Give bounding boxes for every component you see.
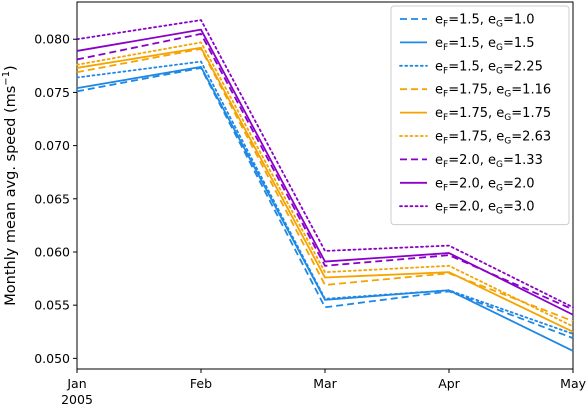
y-tick-label: 0.060 <box>34 244 70 259</box>
legend-label: eF=1.75, eG=2.63 <box>435 130 551 147</box>
y-axis-title-close: ) <box>3 65 19 71</box>
x-axis-year-label: 2005 <box>61 392 93 407</box>
x-axis-ticks: Jan Feb Mar Apr May <box>66 369 587 391</box>
series-layer <box>76 19 574 352</box>
legend-box <box>390 5 570 226</box>
y-tick-label: 0.070 <box>34 138 70 153</box>
series-line-7 <box>76 33 574 311</box>
y-tick-label: 0.075 <box>34 85 70 100</box>
series-line-6 <box>76 41 574 328</box>
series-line-1 <box>76 67 574 339</box>
legend: eF=1.5, eG=1.0 eF=1.5, eG=1.5 eF=1.5, eG=2… <box>390 5 570 226</box>
series-line-3 <box>76 60 574 335</box>
legend-label: eF=2.0, eG=1.33 <box>435 153 543 170</box>
legend-label: eF=1.75, eG=1.16 <box>435 83 551 100</box>
legend-label: eF=2.0, eG=2.0 <box>435 176 535 193</box>
y-tick-label: 0.050 <box>34 351 70 366</box>
legend-label: eF=1.75, eG=1.75 <box>435 106 551 123</box>
y-tick-label: 0.080 <box>34 32 70 47</box>
x-tick-label: Jan <box>66 376 86 391</box>
y-axis-title-text: Monthly mean avg. speed (ms <box>3 86 19 306</box>
series-line-4 <box>76 47 574 322</box>
x-tick-label: Feb <box>190 376 212 391</box>
x-tick-label: May <box>560 376 586 391</box>
y-axis-title-superscript: −1 <box>1 71 12 86</box>
x-tick-label: Apr <box>438 376 460 391</box>
y-tick-label: 0.055 <box>34 298 70 313</box>
series-line-5 <box>76 46 574 333</box>
legend-label: eF=1.5, eG=1.5 <box>435 36 535 53</box>
y-tick-label: 0.065 <box>34 191 70 206</box>
legend-label: eF=1.5, eG=1.0 <box>435 13 535 30</box>
y-axis-title: Monthly mean avg. speed (ms−1) <box>1 65 19 305</box>
y-axis-ticks: 0.050 0.055 0.060 0.065 0.070 0.075 0.080 <box>34 32 77 366</box>
series-line-8 <box>76 28 574 316</box>
series-line-9 <box>76 19 574 309</box>
x-tick-label: Mar <box>313 376 337 391</box>
legend-label: eF=2.0, eG=3.0 <box>435 200 535 217</box>
series-line-2 <box>76 65 574 352</box>
legend-label: eF=1.5, eG=2.25 <box>435 59 543 76</box>
